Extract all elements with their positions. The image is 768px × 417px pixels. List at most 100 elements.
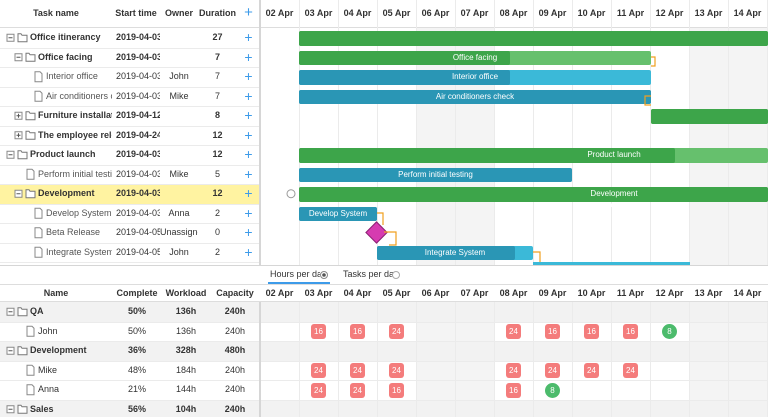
add-subtask[interactable]: + (244, 126, 253, 143)
milestone (365, 221, 388, 244)
hours-cell: 16 (389, 382, 404, 398)
column-header: Complete (116, 288, 158, 298)
task-start: 2019-04-03 (116, 168, 160, 179)
row-line (0, 67, 260, 68)
resource-complete: 56% (127, 403, 146, 414)
group-row (0, 341, 768, 361)
hours-cell: 16 (584, 324, 599, 339)
day-header: 12 Apr (655, 8, 684, 18)
task-progress (299, 206, 377, 221)
add-subtask[interactable]: + (244, 29, 253, 45)
day-header: 11 Apr (616, 288, 645, 298)
add-subtask[interactable]: + (244, 224, 253, 240)
resource-complete: 36% (127, 345, 146, 355)
hours-cell: 16 (623, 324, 638, 339)
resource-workload: 136h (175, 325, 197, 336)
bottom-header (0, 285, 768, 302)
task-name: Beta Release (46, 227, 101, 237)
folder-icon (17, 150, 28, 160)
file-icon (34, 246, 43, 258)
resource-workload: 104h (175, 403, 197, 414)
dependency-link (533, 251, 541, 262)
row-line (0, 242, 260, 244)
bar-label: Interior office (451, 72, 499, 81)
resource-capacity: 240h (224, 403, 246, 414)
task-start: 2019-04-05 (116, 227, 160, 237)
task-owner: John (169, 71, 189, 81)
row-line (0, 223, 260, 224)
link-handle (286, 189, 296, 199)
resource-capacity: 240h (224, 384, 246, 394)
add-subtask[interactable]: + (244, 146, 253, 162)
file-icon (26, 364, 35, 376)
day-line (650, 0, 651, 265)
column-header: Duration (199, 8, 236, 18)
column-header: Owner (164, 8, 193, 18)
hours-cell: 24 (545, 363, 560, 378)
day-line (377, 285, 378, 417)
row-line (0, 321, 768, 323)
file-icon (26, 168, 35, 180)
task-progress (377, 245, 515, 260)
selected-row (0, 184, 260, 204)
day-header: 02 Apr (265, 8, 294, 18)
add-subtask[interactable]: + (244, 87, 253, 104)
folder-icon (25, 111, 36, 121)
task-name: Develop System (46, 207, 112, 218)
task-owner: Anna (168, 207, 190, 218)
add-subtask[interactable]: + (244, 107, 253, 123)
add-subtask[interactable]: + (244, 165, 253, 182)
task-duration: 2 (214, 246, 220, 257)
task-duration: 27 (212, 32, 223, 42)
day-header: 05 Apr (382, 8, 411, 18)
task-duration: 8 (214, 110, 220, 120)
row-line (0, 145, 260, 146)
task-progress (651, 109, 768, 124)
day-line (377, 0, 378, 265)
day-line (338, 0, 339, 265)
resource-capacity: 480h (224, 345, 246, 355)
day-line (728, 0, 729, 265)
add-subtask[interactable]: + (244, 204, 253, 221)
file-icon (34, 207, 43, 219)
folder-icon (17, 346, 28, 356)
task-start: 2019-04-03 (116, 71, 160, 81)
file-icon (34, 71, 43, 83)
view-option[interactable]: Tasks per day (343, 269, 393, 279)
task-name: Development (38, 188, 95, 198)
day-line (728, 285, 729, 417)
task-duration: 7 (214, 71, 220, 81)
task-name: Integrate System (46, 246, 112, 257)
add-task-button[interactable]: + (244, 4, 253, 21)
add-subtask[interactable]: + (244, 68, 253, 84)
day-header: 10 Apr (577, 288, 606, 298)
resource-name: QA (30, 306, 44, 316)
add-subtask[interactable]: + (244, 243, 253, 260)
weekend-shade (689, 28, 728, 265)
task-start: 2019-04-12 (116, 110, 160, 120)
day-header: 11 Apr (616, 8, 645, 18)
dependency-link (651, 56, 656, 67)
hours-cell: 16 (506, 382, 521, 398)
column-header: Workload (165, 288, 207, 298)
day-line (338, 285, 339, 417)
day-header: 06 Apr (421, 288, 450, 298)
day-header: 09 Apr (538, 288, 567, 298)
task-name: Product launch (30, 149, 96, 159)
task-start: 2019-04-03 (116, 149, 160, 159)
hours-cell: 24 (350, 363, 365, 378)
bar-label: Perform initial testing (398, 169, 473, 179)
resource-workload: 328h (175, 345, 197, 355)
weekend-shade (416, 28, 455, 265)
group-row (0, 302, 768, 322)
add-subtask[interactable]: + (244, 48, 253, 65)
task-progress (299, 187, 768, 202)
day-header: 02 Apr (265, 288, 294, 298)
folder-icon (17, 33, 28, 43)
add-subtask[interactable]: + (244, 185, 253, 201)
day-line (455, 0, 456, 265)
dependency-link (644, 95, 651, 106)
view-option[interactable]: Hours per day (270, 269, 320, 279)
hours-cell: 24 (623, 363, 638, 378)
day-header: 07 Apr (460, 288, 489, 298)
